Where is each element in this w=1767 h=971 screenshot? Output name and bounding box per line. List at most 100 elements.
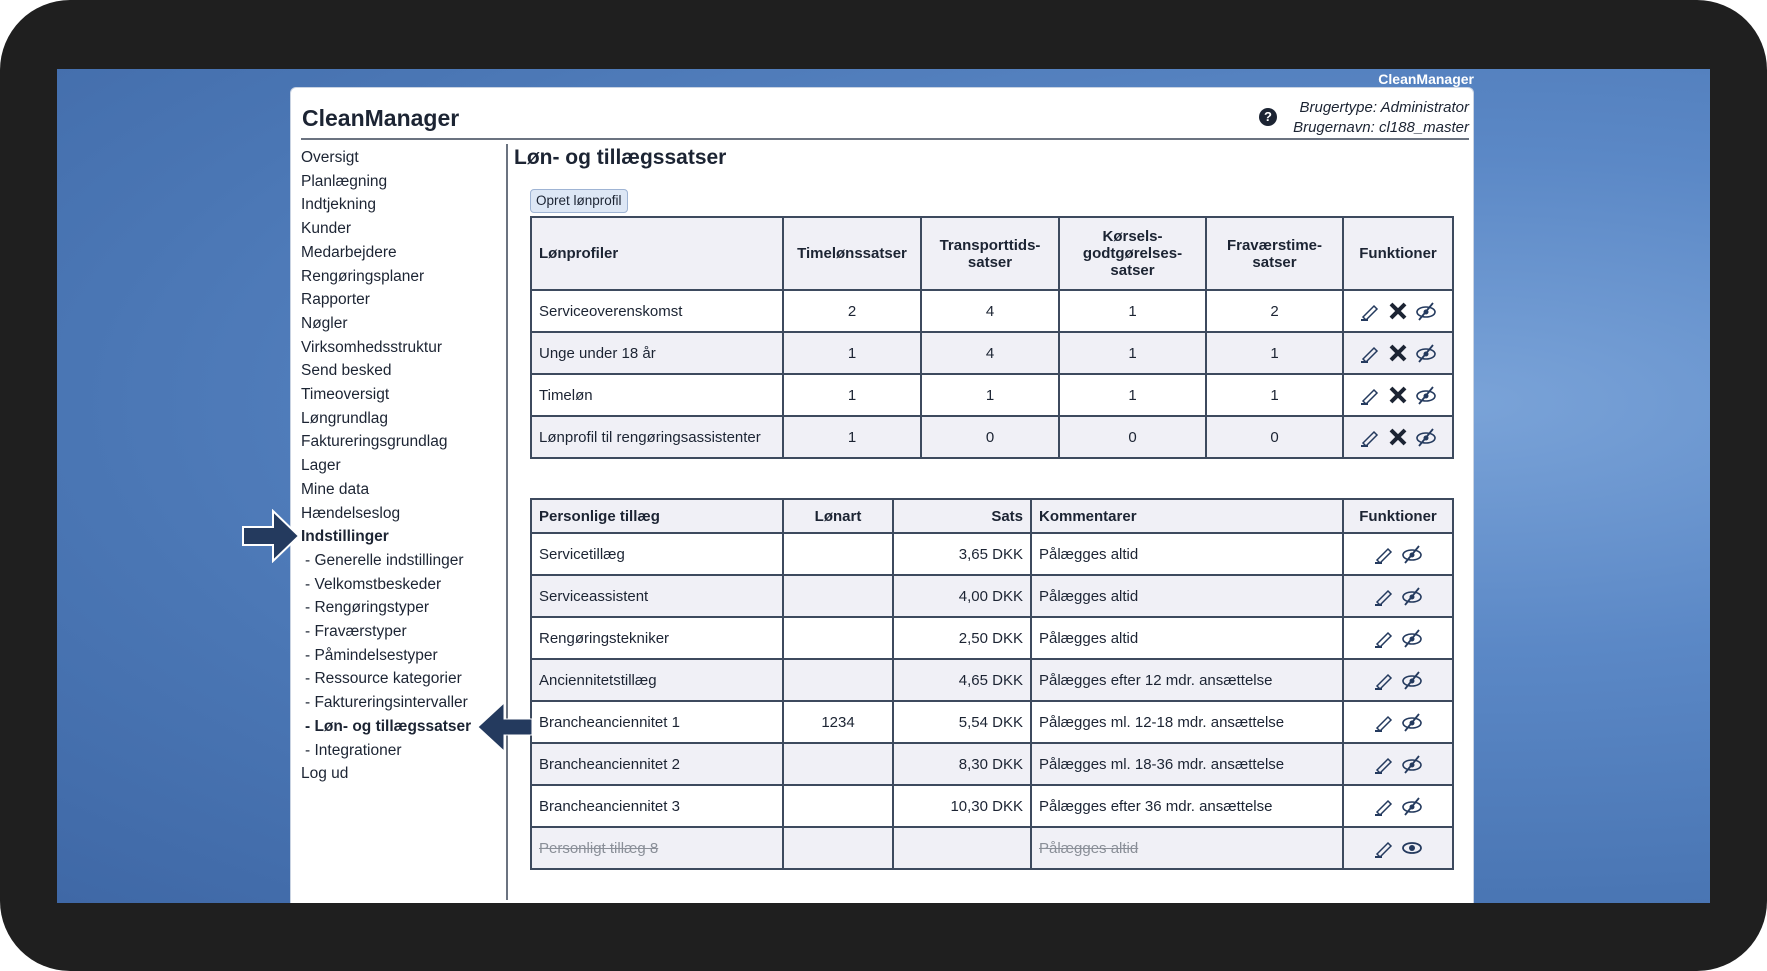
hide-eye-slash-icon[interactable] <box>1401 796 1423 816</box>
sidebar-item-0[interactable]: Oversigt <box>301 149 359 166</box>
sidebar-item-15[interactable]: Hændelseslog <box>301 504 401 522</box>
sidebar-item-16[interactable]: Indstillinger <box>301 528 389 546</box>
sidebar-item-21[interactable]: - Påmindelsestyper <box>305 646 438 664</box>
profile-cell[interactable]: Lønprofil til rengøringsassistenter <box>530 415 784 459</box>
allowance-cell <box>782 574 894 618</box>
delete-x-icon[interactable] <box>1387 343 1409 363</box>
sidebar-item-18[interactable]: - Velkomstbeskeder <box>305 575 442 593</box>
sidebar-item-11[interactable]: Løngrundlag <box>301 409 389 427</box>
allowance-cell[interactable]: Anciennitetstillæg <box>530 658 784 702</box>
profile-cell: 4 <box>920 289 1060 333</box>
show-eye-icon[interactable] <box>1401 838 1423 858</box>
hide-eye-slash-icon[interactable] <box>1401 670 1423 690</box>
user-name: Brugernavn: cl188_master <box>1293 119 1469 136</box>
sidebar-item-4[interactable]: Medarbejdere <box>301 243 397 261</box>
window-brand: CleanManager <box>1378 71 1474 87</box>
edit-pencil-icon[interactable] <box>1373 586 1395 606</box>
profile-cell[interactable]: Serviceoverenskomst <box>530 289 784 333</box>
allowances-header-2: Sats <box>892 498 1032 534</box>
edit-pencil-icon[interactable] <box>1373 796 1395 816</box>
allowance-cell[interactable]: Brancheanciennitet 1 <box>530 700 784 744</box>
hide-eye-slash-icon[interactable] <box>1415 427 1437 447</box>
sidebar-item-5[interactable]: Rengøringsplaner <box>301 267 425 285</box>
delete-x-icon[interactable] <box>1387 301 1409 321</box>
profile-cell[interactable]: Unge under 18 år <box>530 331 784 375</box>
hide-eye-slash-icon[interactable] <box>1401 754 1423 774</box>
hide-eye-slash-icon[interactable] <box>1401 628 1423 648</box>
create-profile-button[interactable]: Opret lønprofil <box>530 189 628 213</box>
sidebar-item-14[interactable]: Mine data <box>301 480 370 498</box>
edit-pencil-icon[interactable] <box>1359 301 1381 321</box>
delete-x-icon[interactable] <box>1387 385 1409 405</box>
sidebar-item-20[interactable]: - Fraværstyper <box>305 623 407 641</box>
sidebar-item-6[interactable]: Rapporter <box>301 291 370 309</box>
allowances-header-3: Kommentarer <box>1030 498 1344 534</box>
sidebar-item-12[interactable]: Faktureringsgrundlag <box>301 433 448 451</box>
allowance-functions <box>1342 574 1454 618</box>
allowance-cell[interactable]: Rengøringstekniker <box>530 616 784 660</box>
allowance-cell: Pålægges ml. 18-36 mdr. ansættelse <box>1030 742 1344 786</box>
hide-eye-slash-icon[interactable] <box>1401 712 1423 732</box>
app-panel: CleanManager ? Brugertype: Administrator… <box>290 87 1474 903</box>
delete-x-icon[interactable] <box>1387 427 1409 447</box>
user-info: Brugertype: Administrator Brugernavn: cl… <box>1293 98 1469 138</box>
allowance-cell[interactable]: Servicetillæg <box>530 532 784 576</box>
sidebar-item-3[interactable]: Kunder <box>301 220 351 238</box>
hide-eye-slash-icon[interactable] <box>1415 343 1437 363</box>
allowance-cell: 5,54 DKK <box>892 700 1032 744</box>
sidebar-item-25[interactable]: - Integrationer <box>305 741 402 759</box>
allowance-cell[interactable]: Brancheanciennitet 3 <box>530 784 784 828</box>
edit-pencil-icon[interactable] <box>1373 838 1395 858</box>
sidebar-item-10[interactable]: Timeoversigt <box>301 386 390 404</box>
sidebar-item-22[interactable]: - Ressource kategorier <box>305 670 462 688</box>
sidebar-item-9[interactable]: Send besked <box>301 362 392 380</box>
sidebar-item-26[interactable]: Log ud <box>301 765 349 783</box>
hide-eye-slash-icon[interactable] <box>1401 544 1423 564</box>
allowance-row: Serviceassistent 4,00 DKK Pålægges altid <box>530 574 1454 618</box>
edit-pencil-icon[interactable] <box>1373 628 1395 648</box>
allowance-cell <box>782 826 894 870</box>
profile-cell: 1 <box>782 331 922 375</box>
profile-cell: 0 <box>1205 415 1344 459</box>
profile-cell[interactable]: Timeløn <box>530 373 784 417</box>
allowance-cell[interactable]: Brancheanciennitet 2 <box>530 742 784 786</box>
edit-pencil-icon[interactable] <box>1373 544 1395 564</box>
sidebar-item-1[interactable]: Planlægning <box>301 172 388 190</box>
profile-cell: 1 <box>1058 289 1207 333</box>
allowance-cell: 2,50 DKK <box>892 616 1032 660</box>
allowances-header-0: Personlige tillæg <box>530 498 784 534</box>
profile-cell: 0 <box>920 415 1060 459</box>
sidebar-item-19[interactable]: - Rengøringstyper <box>305 599 430 617</box>
hide-eye-slash-icon[interactable] <box>1415 301 1437 321</box>
allowance-cell[interactable]: Personligt tillæg 8 <box>530 826 784 870</box>
allowance-cell[interactable]: Serviceassistent <box>530 574 784 618</box>
allowance-cell: Pålægges altid <box>1030 574 1344 618</box>
edit-pencil-icon[interactable] <box>1373 670 1395 690</box>
profile-functions <box>1342 373 1454 417</box>
sidebar-item-24[interactable]: - Løn- og tillægssatser <box>305 717 472 735</box>
profile-cell: 1 <box>920 373 1060 417</box>
profile-cell: 1 <box>1205 331 1344 375</box>
hide-eye-slash-icon[interactable] <box>1415 385 1437 405</box>
sidebar-item-8[interactable]: Virksomhedsstruktur <box>301 338 442 356</box>
allowances-header-1: Lønart <box>782 498 894 534</box>
page-title: Løn- og tillægssatser <box>514 146 727 169</box>
allowance-row: Servicetillæg 3,65 DKK Pålægges altid <box>530 532 1454 576</box>
sidebar-item-2[interactable]: Indtjekning <box>301 196 376 214</box>
sidebar-item-13[interactable]: Lager <box>301 457 341 475</box>
profile-row: Timeløn 1 1 1 1 <box>530 373 1454 417</box>
edit-pencil-icon[interactable] <box>1373 754 1395 774</box>
allowance-functions <box>1342 826 1454 870</box>
hide-eye-slash-icon[interactable] <box>1401 586 1423 606</box>
edit-pencil-icon[interactable] <box>1359 427 1381 447</box>
sidebar-item-17[interactable]: - Generelle indstillinger <box>305 551 464 569</box>
edit-pencil-icon[interactable] <box>1359 385 1381 405</box>
sidebar-item-7[interactable]: Nøgler <box>301 314 348 332</box>
edit-pencil-icon[interactable] <box>1373 712 1395 732</box>
allowance-row: Anciennitetstillæg 4,65 DKK Pålægges efter… <box>530 658 1454 702</box>
sidebar-item-23[interactable]: - Faktureringsintervaller <box>305 694 468 712</box>
allowance-cell <box>782 658 894 702</box>
help-icon[interactable]: ? <box>1259 108 1277 126</box>
edit-pencil-icon[interactable] <box>1359 343 1381 363</box>
profiles-header-4: Fraværstime-satser <box>1205 216 1344 291</box>
